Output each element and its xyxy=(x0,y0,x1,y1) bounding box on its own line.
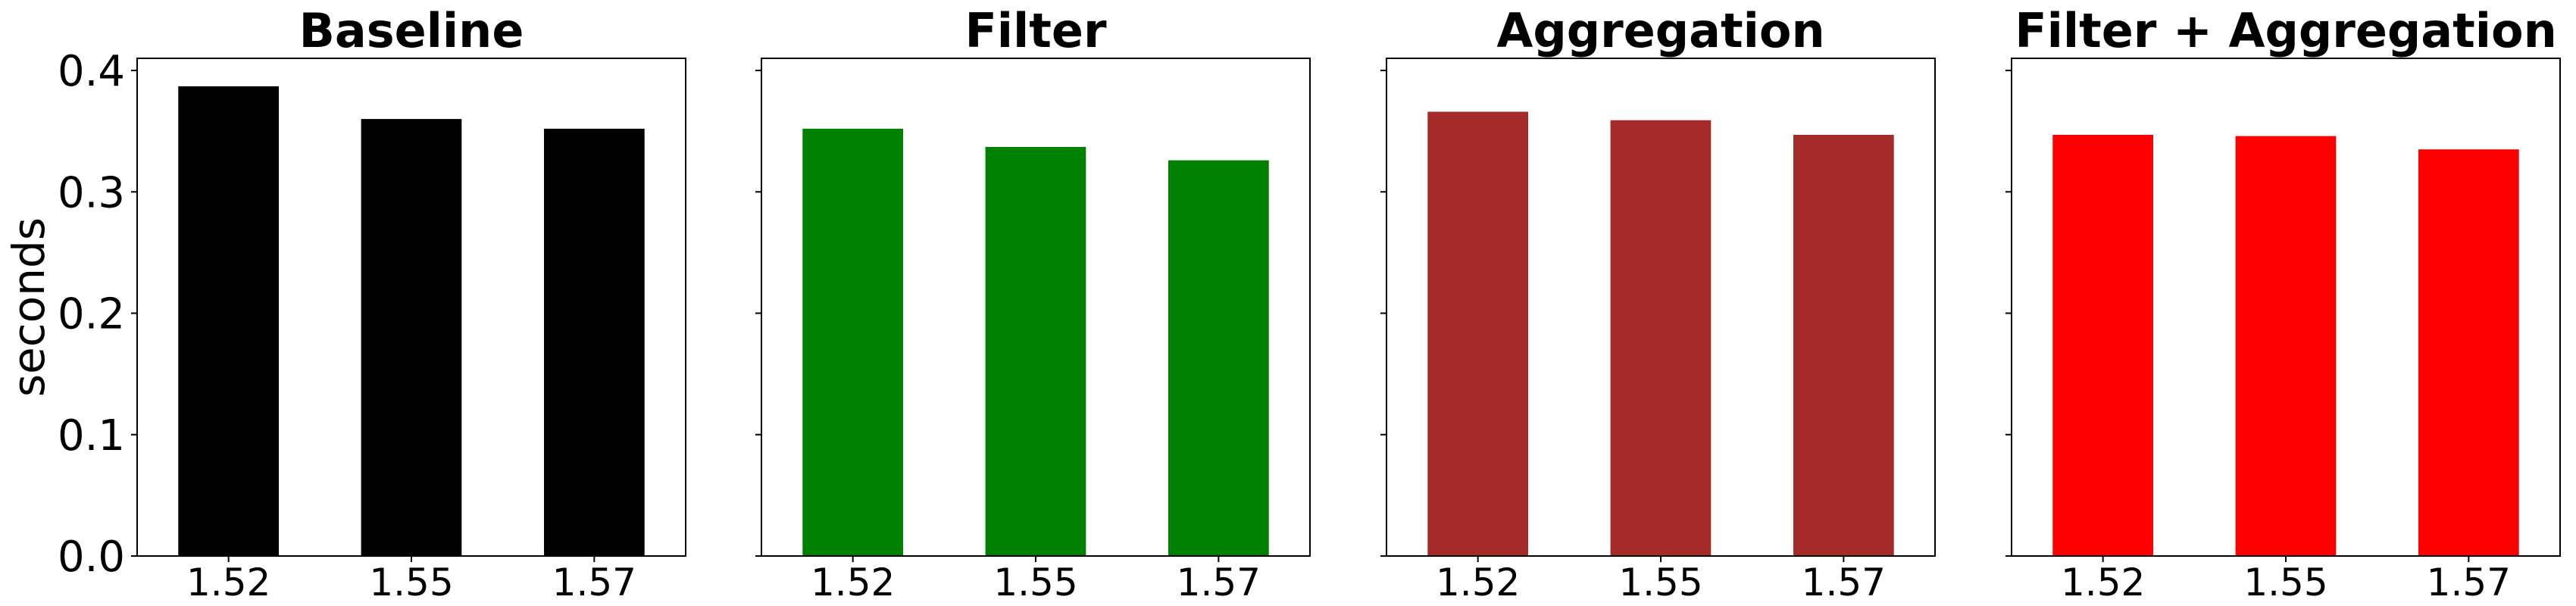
bar-1.55 xyxy=(985,147,1086,556)
panel-title: Baseline xyxy=(299,3,524,58)
xtick-label: 1.57 xyxy=(2427,561,2511,604)
xtick-label: 1.52 xyxy=(1436,561,1520,604)
bar-1.57 xyxy=(1793,135,1894,556)
bar-1.52 xyxy=(178,86,279,556)
bar-1.57 xyxy=(544,128,645,556)
ytick-label: 0.2 xyxy=(58,290,125,339)
bar-1.52 xyxy=(2052,135,2153,556)
bar-1.57 xyxy=(2418,149,2519,556)
ytick-label: 0.3 xyxy=(58,168,125,217)
panel-title: Filter + Aggregation xyxy=(2015,3,2556,58)
bar-1.52 xyxy=(1427,111,1528,556)
panel-title: Filter xyxy=(964,3,1107,58)
plot-frame xyxy=(136,58,686,557)
xtick-label: 1.57 xyxy=(552,561,636,604)
xtick-label: 1.52 xyxy=(186,561,270,604)
bar-1.55 xyxy=(361,119,462,557)
xtick-label: 1.57 xyxy=(1177,561,1261,604)
panel-4: Filter + Aggregation 1.52 1.55 1.57 xyxy=(2005,3,2561,604)
bar-1.52 xyxy=(802,128,903,556)
xtick-label: 1.55 xyxy=(369,561,453,604)
xtick-label: 1.55 xyxy=(2243,561,2327,604)
bar-1.57 xyxy=(1168,160,1269,557)
y-axis-label: seconds xyxy=(3,217,55,397)
ytick-label: 0.4 xyxy=(58,47,125,96)
panel-2: Filter 1.52 1.55 1.57 xyxy=(755,3,1311,604)
plot-frame xyxy=(1386,58,1936,557)
xtick-label: 1.55 xyxy=(1618,561,1702,604)
bar-1.55 xyxy=(2235,136,2337,557)
bar-1.55 xyxy=(1610,120,1712,556)
plot-frame xyxy=(2011,58,2561,557)
plot-frame xyxy=(761,58,1311,557)
panel-1: Baseline 1.52 1.55 1.57 0.0 0.1 0.2 0.3 0.4 secon… xyxy=(3,3,686,604)
chart-panels: Baseline 1.52 1.55 1.57 0.0 0.1 0.2 0.3 0.4 secon… xyxy=(3,3,2561,604)
xtick-label: 1.52 xyxy=(811,561,895,604)
xtick-label: 1.57 xyxy=(1802,561,1886,604)
ytick-label: 0.0 xyxy=(58,533,125,582)
xtick-label: 1.55 xyxy=(993,561,1077,604)
panel-3: Aggregation 1.52 1.55 1.57 xyxy=(1380,3,1936,604)
xtick-label: 1.52 xyxy=(2061,561,2145,604)
panel-title: Aggregation xyxy=(1496,3,1824,58)
ytick-label: 0.1 xyxy=(58,411,125,461)
